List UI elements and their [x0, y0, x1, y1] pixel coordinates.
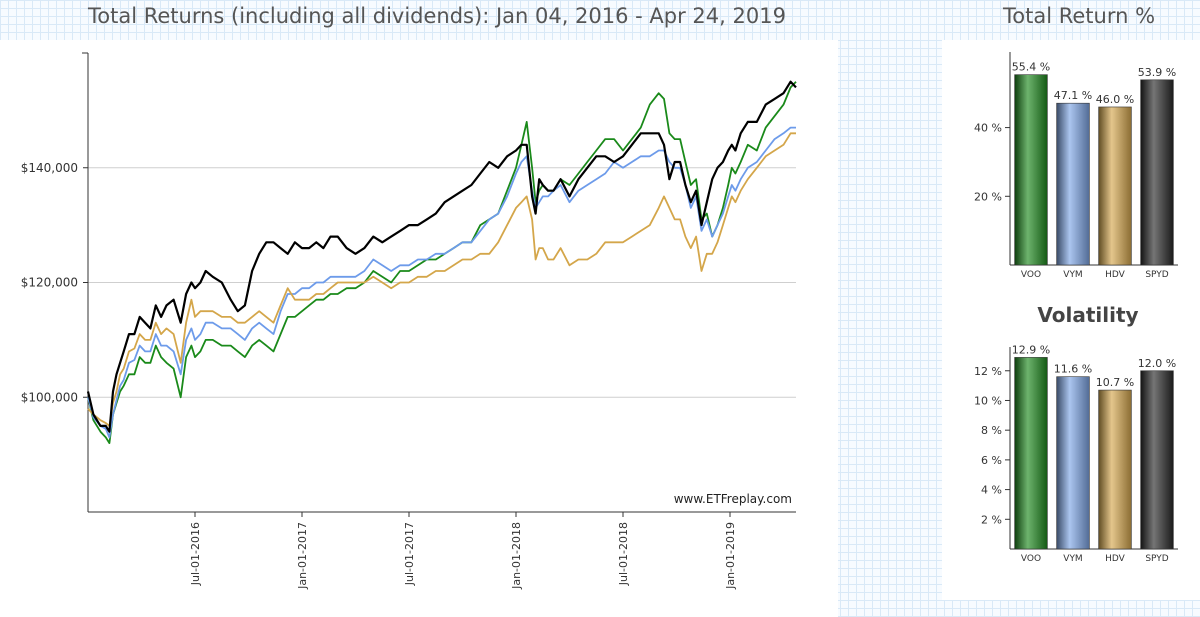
bar-chart-2-category-label-hdv: HDV [1105, 554, 1126, 564]
bar-chart-2-category-label-vym: VYM [1063, 554, 1082, 564]
bar-chart-1-y-tick-label-0: 20 % [974, 190, 1002, 203]
watermark-text: www.ETFreplay.com [674, 492, 792, 506]
bar-chart-1-y-tick-label-1: 40 % [974, 122, 1002, 135]
x-tick-label-4: Jul-01-2018 [617, 522, 630, 586]
y-tick-label-1: $120,000 [21, 276, 78, 290]
x-tick-label-5: Jan-01-2019 [724, 522, 737, 590]
y-tick-label-0: $100,000 [21, 390, 78, 404]
bar-chart-1-value-label-voo: 55.4 % [1012, 61, 1050, 74]
bar-chart-2-y-tick-label-2: 6 % [981, 454, 1002, 467]
bar-chart-2-value-label-vym: 11.6 % [1054, 363, 1092, 376]
bar-chart-1-bar-voo [1014, 74, 1048, 266]
bar-chart-2-value-label-spyd: 12.0 % [1138, 357, 1176, 370]
bar-chart-2-y-tick-label-4: 10 % [974, 394, 1002, 407]
bar-chart-2-bar-spyd [1140, 370, 1174, 550]
line-chart: $100,000 $120,000 $140,000 Jul-01-2016 Jan-0… [21, 52, 797, 590]
bar-chart-2-y-tick-label-5: 12 % [974, 365, 1002, 378]
bar-chart-1-bar-vym [1056, 102, 1090, 266]
bar-charts: 20 % 40 % 55.4 % VOO 47.1 % VYM 46.0 % HDV 53.9 … [974, 52, 1178, 564]
bar-chart-1-value-label-spyd: 53.9 % [1138, 66, 1176, 79]
bar-chart-2-y-tick-label-3: 8 % [981, 424, 1002, 437]
bar-chart-2-category-label-voo: VOO [1021, 554, 1041, 564]
series-line-voo [87, 81, 797, 445]
x-tick-label-3: Jan-01-2018 [510, 522, 523, 590]
series-line-hdv [87, 132, 796, 427]
bar-chart-2-y-tick-label-1: 4 % [981, 484, 1002, 497]
line-chart-panel: $100,000 $120,000 $140,000 Jul-01-2016 Jan-0… [0, 40, 838, 617]
bar-chart-1-value-label-vym: 47.1 % [1054, 89, 1092, 102]
total-return-title: Total Return % [1003, 4, 1156, 28]
bar-chart-1-value-label-hdv: 46.0 % [1096, 93, 1134, 106]
bar-chart-1-category-label-vym: VYM [1063, 270, 1082, 280]
y-tick-label-2: $140,000 [21, 161, 78, 175]
bar-chart-2-bar-hdv [1098, 389, 1132, 550]
x-tick-label-2: Jul-01-2017 [403, 522, 416, 586]
bar-chart-1-bar-hdv [1098, 106, 1132, 266]
bar-chart-2-title: Volatility [1037, 303, 1138, 327]
x-tick-label-0: Jul-01-2016 [189, 522, 202, 586]
series-line-vym [87, 126, 796, 439]
bar-chart-1-category-label-hdv: HDV [1105, 270, 1126, 280]
bar-chart-2-bar-voo [1014, 357, 1048, 550]
series-line-spyd [86, 80, 797, 433]
bar-chart-2-value-label-voo: 12.9 % [1012, 343, 1050, 356]
x-tick-label-1: Jan-01-2017 [296, 522, 309, 590]
bar-chart-2-bar-vym [1056, 376, 1090, 550]
bar-chart-2-y-tick-label-0: 2 % [981, 513, 1002, 526]
bar-chart-1-category-label-spyd: SPYD [1145, 270, 1168, 280]
bar-chart-1-category-label-voo: VOO [1021, 270, 1041, 280]
bar-chart-2-value-label-hdv: 10.7 % [1096, 376, 1134, 389]
bar-chart-1-bar-spyd [1140, 79, 1174, 266]
bar-charts-panel: 20 % 40 % 55.4 % VOO 47.1 % VYM 46.0 % HDV 53.9 … [942, 40, 1200, 600]
bar-chart-2-category-label-spyd: SPYD [1145, 554, 1168, 564]
main-chart-title: Total Returns (including all dividends):… [88, 4, 786, 28]
